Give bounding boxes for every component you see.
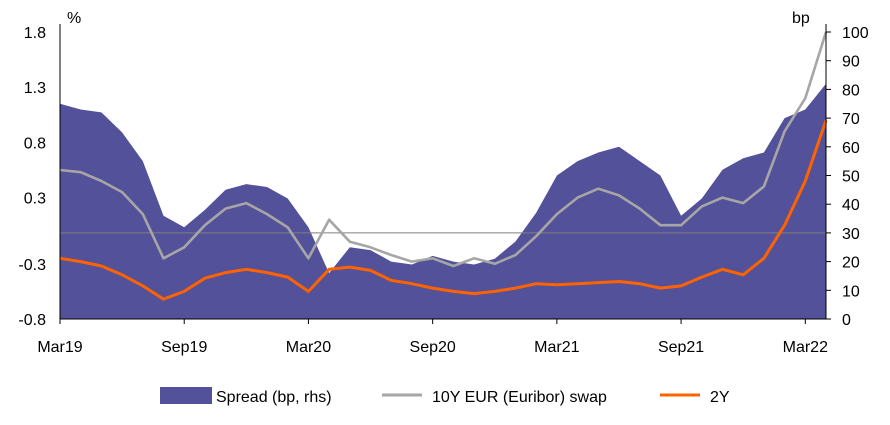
series-2y-line — [59, 119, 828, 301]
right-tick-label: 30 — [842, 226, 860, 243]
right-tick-label: 80 — [842, 82, 860, 99]
x-tick-label: Mar22 — [783, 339, 828, 356]
left-tick-label: 1.3 — [24, 80, 46, 97]
legend-item-spread: Spread (bp, rhs) — [160, 387, 332, 406]
legend-item-2y: 2Y — [660, 389, 730, 406]
legend-swatch-area — [160, 387, 212, 404]
left-tick-label: 0.8 — [24, 135, 46, 152]
legend-label: Spread (bp, rhs) — [216, 389, 332, 406]
right-tick-label: 50 — [842, 169, 860, 186]
right-tick-label: 100 — [842, 25, 869, 42]
series-10y-swap-line — [59, 31, 828, 268]
series-lines-layer — [59, 31, 828, 301]
legend: Spread (bp, rhs) 10Y EUR (Euribor) swap 2Y — [160, 387, 730, 406]
left-tick-label: -0.3 — [18, 257, 46, 274]
x-tick-label: Mar19 — [37, 339, 82, 356]
legend-label: 2Y — [710, 389, 730, 406]
x-tick-label: Mar21 — [534, 339, 579, 356]
legend-item-10y-swap: 10Y EUR (Euribor) swap — [382, 389, 607, 406]
x-tick-label: Sep20 — [410, 339, 456, 356]
right-tick-label: 10 — [842, 283, 860, 300]
right-tick-label: 40 — [842, 197, 860, 214]
left-tick-label: 1.8 — [24, 25, 46, 42]
x-tick-label: Mar20 — [286, 339, 331, 356]
right-tick-label: 0 — [842, 312, 851, 329]
right-axis-unit: bp — [792, 10, 810, 27]
right-tick-label: 60 — [842, 140, 860, 157]
spread-area-layer — [60, 83, 826, 319]
left-tick-label: 0.3 — [24, 191, 46, 208]
left-tick-label: -0.8 — [18, 312, 46, 329]
spread-area — [60, 83, 826, 319]
right-tick-label: 90 — [842, 54, 860, 71]
axis-layer: 1.81.30.80.3-0.3-0.810090807060504030201… — [18, 24, 869, 356]
right-tick-label: 70 — [842, 111, 860, 128]
x-tick-label: Sep21 — [658, 339, 704, 356]
legend-label: 10Y EUR (Euribor) swap — [432, 389, 607, 406]
right-tick-label: 20 — [842, 255, 860, 272]
left-axis-unit: % — [67, 10, 81, 27]
x-tick-label: Sep19 — [161, 339, 207, 356]
